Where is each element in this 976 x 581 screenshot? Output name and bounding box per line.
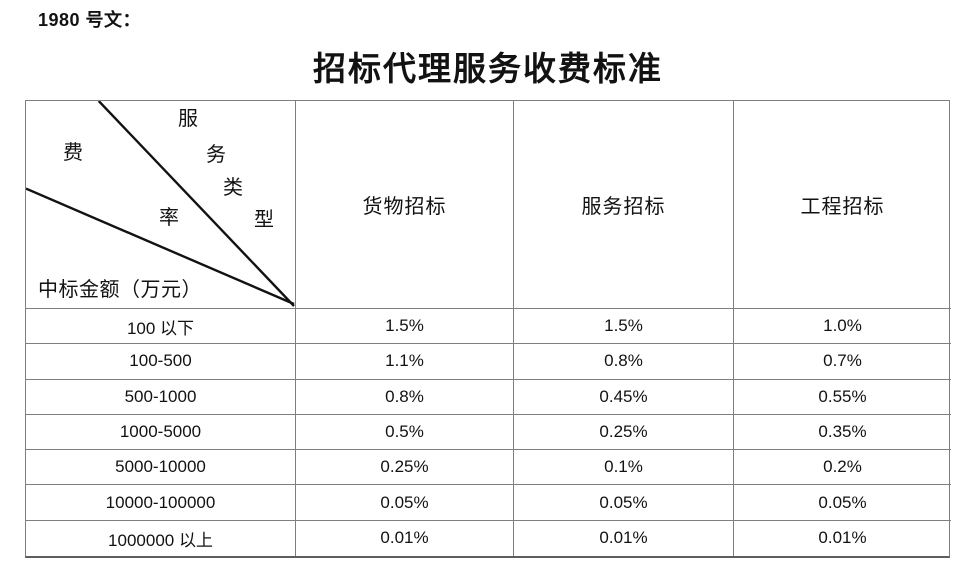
fee-cell: 0.05%	[296, 485, 514, 521]
row-label: 10000-100000	[26, 485, 296, 521]
fee-cell: 1.5%	[296, 309, 514, 345]
fee-cell: 0.05%	[734, 485, 951, 521]
fee-cell: 0.01%	[818, 528, 867, 548]
fee-cell: 0.25%	[296, 450, 514, 486]
column-header-goods: 货物招标	[296, 101, 514, 309]
corner-type-char: 务	[206, 144, 226, 166]
row-label: 500-1000	[26, 379, 296, 415]
corner-rate-char: 费	[63, 142, 83, 164]
table-corner-cell: 服 务 类 型 费 率 中标金额（万元）	[26, 101, 296, 309]
fee-cell: 0.05%	[514, 485, 734, 521]
fee-table: 服 务 类 型 费 率 中标金额（万元） 货物招标 服务招标 工程招标 100 …	[25, 100, 951, 558]
fee-cell: 0.2%	[734, 450, 951, 486]
corner-type-char: 型	[254, 209, 274, 231]
fee-cell: 0.1%	[514, 450, 734, 486]
fee-cell: 0.8%	[296, 379, 514, 415]
fee-cell: 0.01%	[514, 520, 734, 556]
fee-cell: 0.5%	[296, 414, 514, 451]
row-label: 100-500	[26, 344, 296, 380]
fee-cell: 0.8%	[514, 344, 734, 380]
corner-type-char: 类	[223, 177, 243, 199]
column-header-services: 服务招标	[514, 101, 734, 309]
row-label: 100 以下	[26, 309, 296, 345]
row-label: 1000-5000	[26, 414, 296, 451]
page-title: 招标代理服务收费标准	[313, 52, 663, 88]
corner-type-char: 服	[178, 108, 198, 130]
fee-cell: 0.45%	[514, 379, 734, 415]
fee-cell: 0.55%	[734, 380, 951, 415]
corner-amount-label: 中标金额（万元）	[38, 279, 202, 301]
fee-cell: 0.7%	[734, 344, 951, 380]
diagonal-divider-lines	[26, 101, 295, 307]
fee-cell: 1.1%	[296, 344, 514, 380]
fee-cell: 0.35%	[734, 415, 951, 451]
row-label: 5000-10000	[26, 450, 296, 486]
doc-number-label: 1980 号文：	[38, 10, 142, 30]
fee-cell: 1.0%	[734, 309, 951, 345]
fee-cell: 0.01%	[296, 520, 514, 556]
fee-cell: 1.5%	[514, 309, 734, 345]
fee-cell: 0.25%	[514, 414, 734, 451]
corner-rate-char: 率	[159, 207, 179, 229]
column-header-works: 工程招标	[734, 101, 951, 309]
row-label: 1000000 以上	[26, 520, 296, 556]
